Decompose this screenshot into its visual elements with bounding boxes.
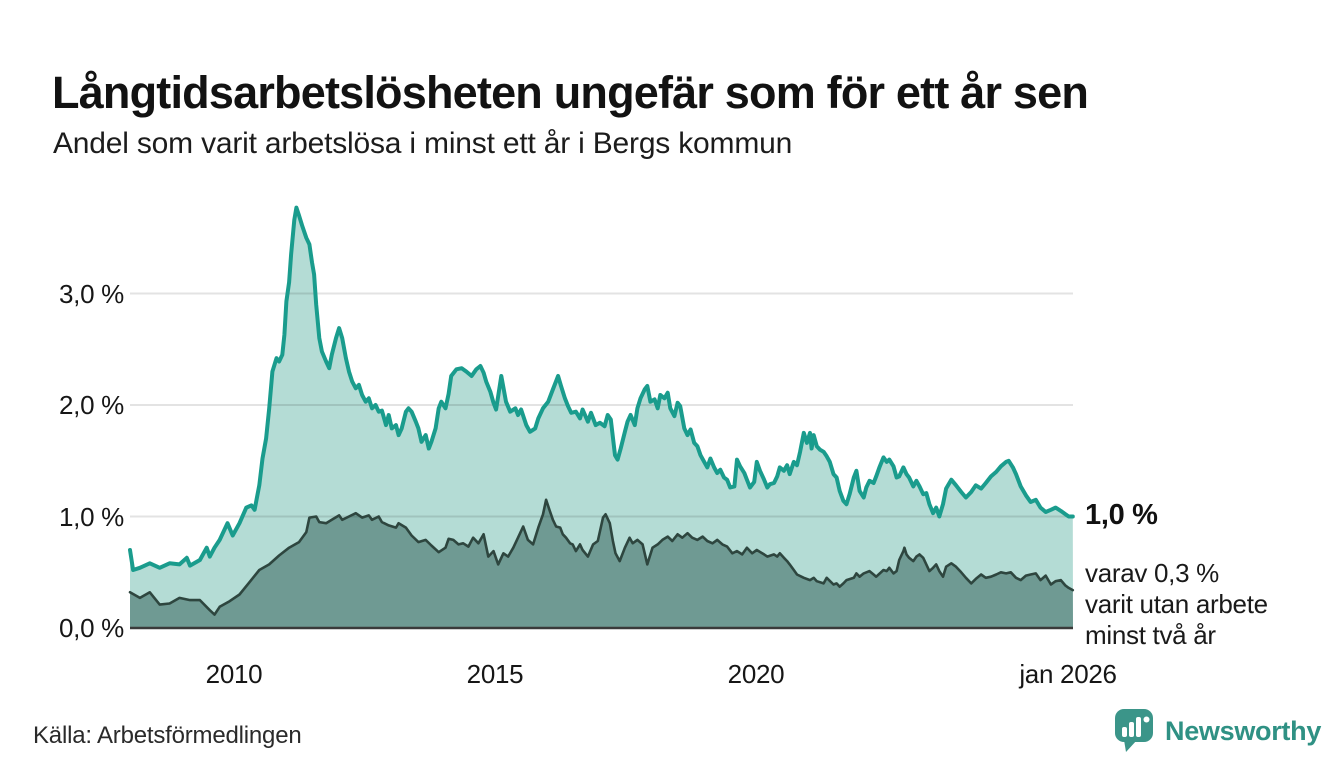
page-title: Långtidsarbetslösheten ungefär som för e… xyxy=(52,67,1089,119)
y-axis-label-0: 0,0 % xyxy=(59,613,124,643)
newsworthy-logo-icon xyxy=(1115,709,1153,752)
series-end-value-label: 1,0 % xyxy=(1085,499,1158,531)
source-note: Källa: Arbetsförmedlingen xyxy=(33,722,302,749)
x-axis-label-2010: 2010 xyxy=(205,659,263,689)
annotation-line: varav 0,3 % xyxy=(1085,558,1219,588)
x-axis-label-2020: 2020 xyxy=(727,659,785,689)
secondary-series-annotation: varav 0,3 % varit utan arbete minst två … xyxy=(1085,558,1268,651)
y-axis-label-1: 1,0 % xyxy=(59,502,124,532)
page-subtitle: Andel som varit arbetslösa i minst ett å… xyxy=(53,127,793,160)
y-axis-label-3: 3,0 % xyxy=(59,279,124,309)
brand-link[interactable]: Newsworthy xyxy=(1113,708,1321,754)
y-axis-label-2: 2,0 % xyxy=(59,390,124,420)
x-axis-label-jan-2026: jan 2026 xyxy=(1019,659,1117,689)
annotation-line: varit utan arbete xyxy=(1085,589,1268,619)
annotation-line: minst två år xyxy=(1085,620,1216,650)
x-axis-label-2015: 2015 xyxy=(466,659,524,689)
brand-name: Newsworthy xyxy=(1165,715,1322,746)
